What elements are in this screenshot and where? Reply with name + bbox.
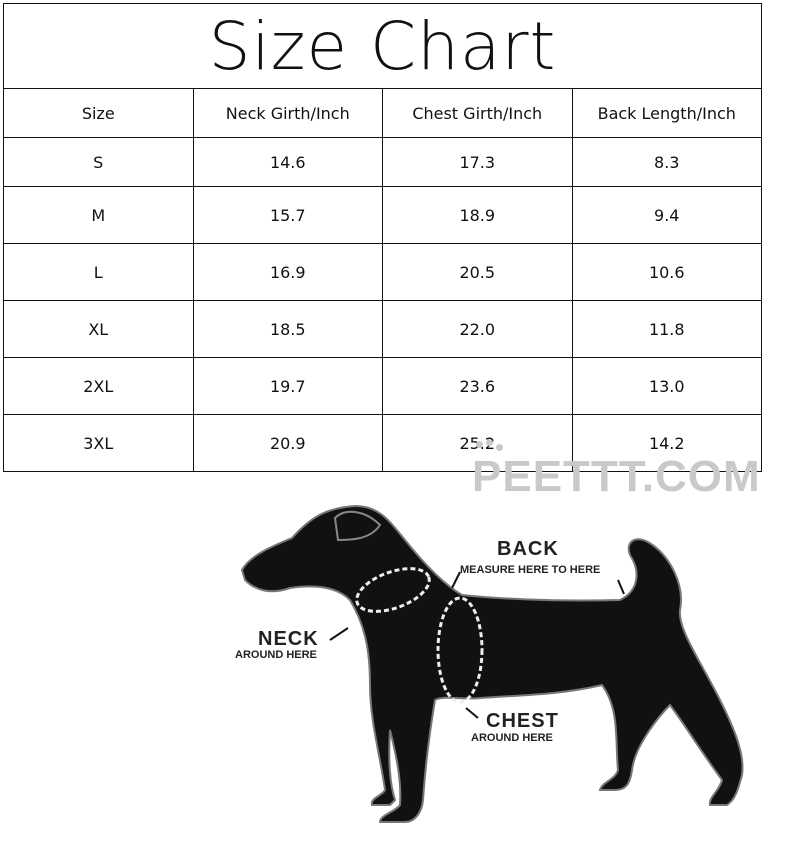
table-cell: 15.7 — [192, 186, 383, 244]
neck-sublabel: AROUND HERE — [235, 649, 317, 661]
table-cell: 23.6 — [382, 357, 573, 415]
table-row: XL 18.5 22.0 11.8 — [3, 300, 762, 358]
back-label: BACK — [497, 538, 559, 560]
table-cell: 22.0 — [382, 300, 573, 358]
table-cell: 2XL — [3, 357, 194, 415]
table-cell: 20.9 — [192, 414, 383, 472]
table-cell: 18.5 — [192, 300, 383, 358]
paw-icon — [496, 444, 503, 451]
table-row: 2XL 19.7 23.6 13.0 — [3, 357, 762, 415]
column-header-chest: Chest Girth/Inch — [382, 88, 573, 138]
table-cell: 14.6 — [192, 137, 383, 187]
size-chart-table: Size Chart Size Neck Girth/Inch Chest Gi… — [3, 3, 762, 472]
table-cell: 8.3 — [571, 137, 762, 187]
watermark: PEETTT.COM — [472, 452, 761, 501]
chest-label: CHEST — [486, 710, 559, 732]
column-header-back: Back Length/Inch — [571, 88, 762, 138]
table-cell: 20.5 — [382, 243, 573, 301]
table-cell: 3XL — [3, 414, 194, 472]
dog-silhouette — [240, 504, 744, 823]
header-row: Size Neck Girth/Inch Chest Girth/Inch Ba… — [3, 88, 762, 138]
table-cell: 11.8 — [571, 300, 762, 358]
neck-label: NECK — [258, 628, 319, 650]
table-cell: 17.3 — [382, 137, 573, 187]
table-row: M 15.7 18.9 9.4 — [3, 186, 762, 244]
column-header-neck: Neck Girth/Inch — [192, 88, 383, 138]
table-row: S 14.6 17.3 8.3 — [3, 137, 762, 187]
table-cell: 16.9 — [192, 243, 383, 301]
table-cell: 19.7 — [192, 357, 383, 415]
column-header-size: Size — [3, 88, 194, 138]
table-cell: 14.2 — [571, 414, 762, 472]
table-row: L 16.9 20.5 10.6 — [3, 243, 762, 301]
paw-icon — [486, 439, 493, 446]
paw-icon — [476, 441, 483, 448]
chart-title: Size Chart — [3, 3, 762, 89]
chest-sublabel: AROUND HERE — [471, 732, 553, 744]
table-cell: 9.4 — [571, 186, 762, 244]
table-cell: XL — [3, 300, 194, 358]
table-cell: M — [3, 186, 194, 244]
table-cell: S — [3, 137, 194, 187]
back-sublabel: MEASURE HERE TO HERE — [460, 564, 601, 576]
table-cell: 10.6 — [571, 243, 762, 301]
table-cell: 18.9 — [382, 186, 573, 244]
table-cell: L — [3, 243, 194, 301]
table-cell: 13.0 — [571, 357, 762, 415]
